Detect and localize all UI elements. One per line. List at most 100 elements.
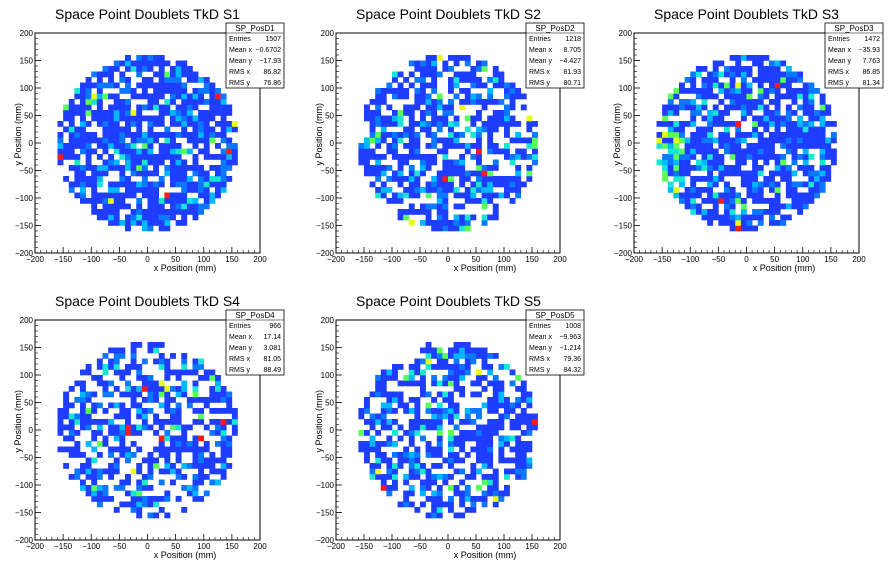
heatmap-cell bbox=[470, 347, 477, 354]
heatmap-cell bbox=[442, 474, 449, 480]
heatmap-cell bbox=[707, 154, 714, 160]
heatmap-cell bbox=[707, 198, 714, 204]
heatmap-cell bbox=[757, 82, 764, 89]
heatmap-cell bbox=[492, 99, 499, 105]
heatmap-cell bbox=[476, 154, 482, 160]
heatmap-cell bbox=[125, 165, 131, 171]
heatmap-cell bbox=[729, 93, 736, 100]
heatmap-cell bbox=[80, 165, 86, 171]
heatmap-cell bbox=[181, 353, 188, 359]
heatmap-cell bbox=[175, 446, 182, 453]
heatmap-cell bbox=[392, 391, 398, 398]
stats-row-value: −35.93 bbox=[858, 47, 880, 54]
heatmap-cell bbox=[91, 435, 98, 442]
heatmap-cell bbox=[757, 66, 764, 72]
heatmap-cell bbox=[209, 126, 216, 133]
heatmap-cell bbox=[80, 468, 86, 475]
stats-histogram-name: SP_PosD4 bbox=[235, 311, 275, 320]
heatmap-cell bbox=[464, 490, 471, 497]
heatmap-cell bbox=[147, 203, 154, 210]
stats-row-label: RMS y bbox=[229, 367, 251, 374]
heatmap-cell bbox=[215, 430, 221, 436]
stats-row-value: −1.214 bbox=[559, 345, 581, 352]
heatmap-cell bbox=[459, 342, 466, 348]
heatmap-cell bbox=[192, 457, 199, 464]
heatmap-cell bbox=[181, 126, 188, 133]
heatmap-cell bbox=[369, 137, 376, 144]
heatmap-cell bbox=[215, 419, 221, 425]
heatmap-cell bbox=[814, 143, 820, 149]
heatmap-cell bbox=[740, 220, 747, 226]
heatmap-cell bbox=[220, 424, 227, 431]
heatmap-cell bbox=[203, 424, 210, 431]
heatmap-cell bbox=[425, 419, 432, 425]
heatmap-cell bbox=[192, 441, 199, 447]
heatmap-cell bbox=[136, 104, 143, 111]
heatmap-cell bbox=[420, 203, 426, 210]
heatmap-cell bbox=[170, 192, 176, 199]
heatmap-cell bbox=[170, 71, 176, 78]
heatmap-cell bbox=[74, 93, 81, 100]
heatmap-cell bbox=[181, 187, 188, 193]
heatmap-cell bbox=[403, 490, 410, 497]
heatmap-cell bbox=[68, 424, 75, 431]
heatmap-cell bbox=[158, 441, 165, 447]
heatmap-cell bbox=[175, 110, 182, 116]
heatmap-cell bbox=[220, 435, 227, 442]
heatmap-cell bbox=[476, 391, 482, 398]
heatmap-cell bbox=[724, 126, 730, 133]
heatmap-cell bbox=[509, 187, 516, 193]
heatmap-cell bbox=[113, 220, 120, 226]
heatmap-cell bbox=[724, 143, 730, 149]
heatmap-cell bbox=[425, 342, 432, 348]
heatmap-cell bbox=[153, 121, 160, 127]
heatmap-cell bbox=[718, 88, 725, 94]
heatmap-cell bbox=[707, 143, 714, 149]
heatmap-cell bbox=[158, 154, 165, 160]
heatmap-cell bbox=[369, 463, 376, 469]
heatmap-cell bbox=[459, 435, 466, 442]
heatmap-cell bbox=[459, 176, 466, 182]
heatmap-cell bbox=[369, 181, 376, 188]
heatmap-cell bbox=[108, 187, 115, 193]
heatmap-cell bbox=[181, 441, 188, 447]
heatmap-cell bbox=[718, 214, 725, 221]
heatmap-cell bbox=[91, 419, 98, 425]
heatmap-cell bbox=[408, 187, 415, 193]
heatmap-cell bbox=[487, 369, 494, 376]
heatmap-cell bbox=[186, 121, 193, 127]
heatmap-cell bbox=[436, 380, 443, 387]
heatmap-cell bbox=[701, 126, 708, 133]
heatmap-cell bbox=[192, 358, 199, 365]
heatmap-cell bbox=[701, 115, 708, 122]
heatmap-cell bbox=[420, 485, 426, 491]
heatmap-cell bbox=[436, 430, 443, 436]
heatmap-cell bbox=[791, 88, 798, 94]
heatmap-cell bbox=[108, 424, 115, 431]
heatmap-cell bbox=[85, 99, 92, 105]
heatmap-cell bbox=[186, 369, 193, 376]
y-axis-label: y Position (mm) bbox=[314, 390, 324, 453]
heatmap-cell bbox=[757, 137, 764, 144]
heatmap-cell bbox=[164, 60, 171, 67]
heatmap-cell bbox=[785, 137, 792, 144]
heatmap-cell bbox=[746, 176, 753, 182]
heatmap-cell bbox=[392, 148, 398, 155]
heatmap-cell bbox=[175, 413, 182, 420]
heatmap-cell bbox=[96, 115, 103, 122]
heatmap-cell bbox=[192, 419, 199, 425]
heatmap-cell bbox=[684, 165, 691, 171]
heatmap-cell bbox=[397, 115, 404, 122]
heatmap-cell bbox=[476, 441, 482, 447]
heatmap-cell bbox=[724, 181, 730, 188]
heatmap-cell bbox=[808, 154, 815, 160]
heatmap-cell bbox=[802, 132, 809, 138]
heatmap-cell bbox=[679, 121, 685, 127]
heatmap-cell bbox=[453, 225, 460, 232]
heatmap-cell bbox=[819, 170, 826, 177]
heatmap-cell bbox=[113, 209, 120, 215]
heatmap-cell bbox=[695, 176, 702, 182]
heatmap-cell bbox=[74, 88, 81, 94]
heatmap-cell bbox=[774, 209, 781, 215]
heatmap-cell bbox=[752, 148, 759, 155]
